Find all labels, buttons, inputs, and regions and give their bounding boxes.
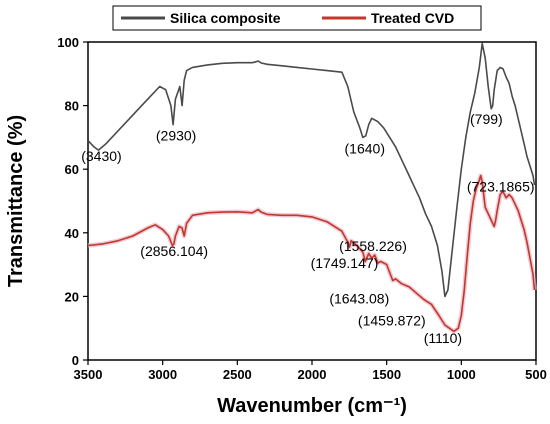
x-axis-title: Wavenumber (cm⁻¹) (217, 395, 407, 417)
peak-label: (1110) (424, 330, 462, 346)
x-tick-label: 2000 (298, 367, 327, 382)
legend-label-treated-cvd: Treated CVD (371, 10, 454, 26)
series-layer (87, 42, 537, 334)
legend-label-silica-composite: Silica composite (170, 10, 281, 26)
x-tick-label: 2500 (223, 367, 252, 382)
series-line-silica-composite (87, 42, 536, 298)
peak-label: (1749.147) (311, 255, 379, 271)
x-tick-label: 3000 (148, 367, 177, 382)
peak-label: (723.1865) (467, 178, 535, 194)
x-tick-label: 1500 (372, 367, 401, 382)
plot-frame (87, 41, 537, 361)
y-tick-label: 20 (65, 289, 79, 304)
peak-label: (2856.104) (140, 243, 208, 259)
peak-label: (1640) (345, 140, 385, 156)
series-line-treated-cvd (87, 174, 536, 333)
peak-label: (1459.872) (358, 313, 426, 329)
x-tick-label: 3500 (74, 367, 103, 382)
y-tick-label: 80 (65, 99, 79, 114)
annotation-layer: (3430)(2930)(2856.104)(1640)(1558.226)(1… (81, 111, 534, 346)
peak-label: (3430) (81, 148, 121, 164)
y-axis-title: Transmittance (%) (5, 115, 27, 287)
peak-label: (1558.226) (339, 238, 407, 254)
x-tick-label: 1000 (447, 367, 476, 382)
y-tick-label: 100 (57, 35, 79, 50)
legend: Silica composite Treated CVD (112, 5, 482, 31)
ticks-layer: 3500 3000 2500 2000 1500 1000 500 0 20 40 60 80 100 (57, 35, 547, 382)
y-tick-label: 60 (65, 162, 79, 177)
peak-label: (2930) (156, 128, 196, 144)
y-tick-label: 40 (65, 226, 79, 241)
peak-label: (799) (470, 111, 503, 127)
y-tick-label: 0 (72, 353, 79, 368)
legend-box (112, 5, 482, 31)
peak-label: (1643.08) (329, 290, 389, 306)
x-tick-label: 500 (525, 367, 547, 382)
